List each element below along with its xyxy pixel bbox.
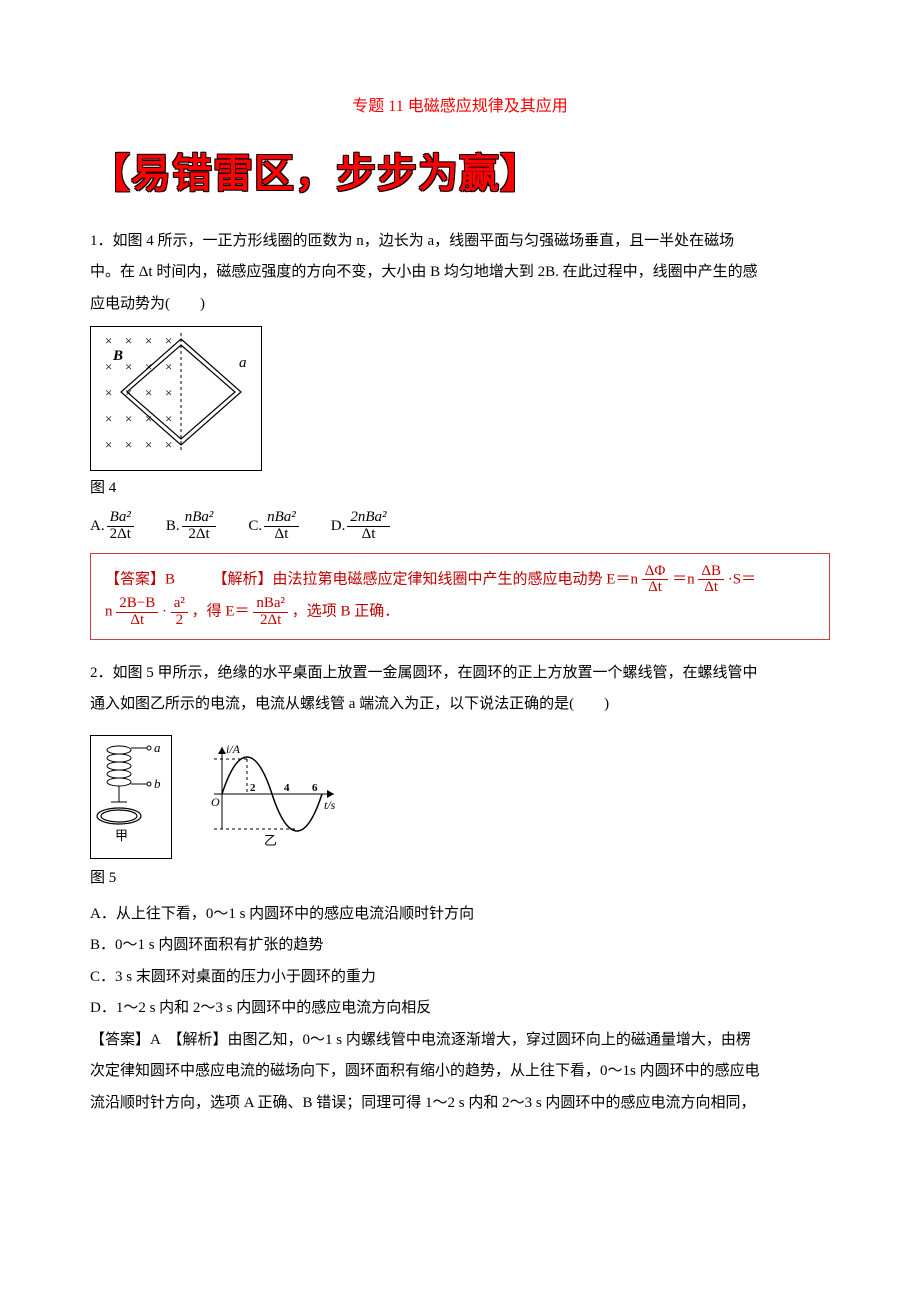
q2-option-C: C．3 s 末圆环对桌面的压力小于圆环的重力 [90,962,830,994]
q1-stem-line1: 1．如图 4 所示，一正方形线圈的匝数为 n，边长为 a，线圈平面与匀强磁场垂直… [90,226,830,258]
q2-option-D: D．1～2 s 内和 2～3 s 内圆环中的感应电流方向相反 [90,993,830,1025]
q1-stem-line2: 中。在 Δt 时间内，磁感应强度的方向不变，大小由 B 均匀地增大到 2B. 在… [90,257,830,289]
svg-text:×: × [125,437,132,452]
q1-options: A. Ba²2Δt B. nBa²2Δt C. nBa²Δt D. 2nBa²Δ… [90,510,830,543]
q2-figure-label: 图 5 [90,863,830,895]
section-banner: 【易错雷区，步步为赢】 [90,132,830,216]
svg-text:×: × [105,333,112,348]
q1-eq-rhs: ·S＝ [728,571,756,587]
q1-option-A: A. Ba²2Δt [90,510,134,543]
q2-fig-xlabel: t/s [324,798,336,812]
q2-figures: a b 甲 i/A t/s O [90,729,830,862]
q2-stem-line1: 2．如图 5 甲所示，绝缘的水平桌面上放置一金属圆环，在圆环的正上方放置一个螺线… [90,658,830,690]
svg-text:×: × [165,333,172,348]
q1-option-B: B. nBa²2Δt [166,510,216,543]
q2-tick-4: 4 [284,782,290,794]
q2-fig-b: b [154,776,161,791]
q2-answer-line1: 【答案】A 【解析】由图乙知，0～1 s 内螺线管中电流逐渐增大，穿过圆环向上的… [90,1025,830,1057]
q2-options: A．从上往下看，0～1 s 内圆环中的感应电流沿顺时针方向 B．0～1 s 内圆… [90,899,830,1025]
svg-text:×: × [165,359,172,374]
q1-figure-label: 图 4 [90,473,830,505]
topic-title: 专题 11 电磁感应规律及其应用 [90,90,830,124]
q1-figure-svg: ×××× ×××× ×××× ×××× ×××× B a [91,327,261,457]
q2-answer-line3: 流沿顺时针方向，选项 A 正确、B 错误；同理可得 1～2 s 内和 2～3 s… [90,1088,830,1120]
q1-answer-box: 【答案】B 【解析】由法拉第电磁感应定律知线圈中产生的感应电动势 E＝n ΔΦΔ… [90,553,830,640]
q1-eq2-pre: n [105,604,113,620]
q2-figure-left-svg: a b 甲 [91,736,171,846]
svg-text:×: × [105,437,112,452]
q2-figure-right: i/A t/s O 2 4 6 乙 [194,739,344,862]
q1-figure: ×××× ×××× ×××× ×××× ×××× B a [90,326,262,471]
svg-text:×: × [165,411,172,426]
svg-text:×: × [145,437,152,452]
q1-eq-mid: ＝n [672,571,695,587]
q2-stem-line2: 通入如图乙所示的电流，电流从螺线管 a 端流入为正，以下说法正确的是( ) [90,689,830,721]
svg-text:×: × [125,411,132,426]
q1-eq2-mid2: ，得 E＝ [192,604,250,620]
svg-text:×: × [125,359,132,374]
q2-figure-left: a b 甲 [90,735,172,860]
q2-tick-2: 2 [250,782,256,794]
q1-stem-line3: 应电动势为( ) [90,289,830,321]
svg-text:×: × [165,385,172,400]
svg-text:×: × [125,333,132,348]
q1-option-C: C. nBa²Δt [248,510,298,543]
q2-answer-line2: 次定律知圆环中感应电流的磁场向下，圆环面积有缩小的趋势，从上往下看，0～1s 内… [90,1056,830,1088]
svg-text:×: × [145,359,152,374]
q2-fig-a: a [154,740,161,755]
q2-fig-ylabel: i/A [226,742,241,756]
q1-option-D: D. 2nBa²Δt [331,510,390,543]
q2-option-A: A．从上往下看，0～1 s 内圆环中的感应电流沿顺时针方向 [90,899,830,931]
svg-text:×: × [145,385,152,400]
q2-fig-left-caption: 甲 [115,828,128,843]
svg-text:×: × [105,359,112,374]
q2-fig-right-caption: 乙 [264,833,277,848]
svg-text:×: × [165,437,172,452]
svg-text:×: × [145,333,152,348]
q1-eq2-tail: ，选项 B 正确． [292,604,400,620]
q1-eq-lhs: E＝n [606,571,638,587]
svg-text:×: × [105,385,112,400]
q2-fig-origin: O [211,795,220,809]
svg-text:×: × [105,411,112,426]
q2-option-B: B．0～1 s 内圆环面积有扩张的趋势 [90,930,830,962]
q1-fig-B-label: B [112,348,123,364]
q1-explain-tag: 【解析】由法拉第电磁感应定律知线圈中产生的感应电动势 [213,571,603,587]
q1-eq2-mid1: · [162,604,167,620]
q1-answer-tag: 【答案】B [105,571,175,587]
q2-tick-6: 6 [312,782,318,794]
q2-figure-right-svg: i/A t/s O 2 4 6 乙 [194,739,344,849]
q1-fig-a-label: a [239,355,247,371]
